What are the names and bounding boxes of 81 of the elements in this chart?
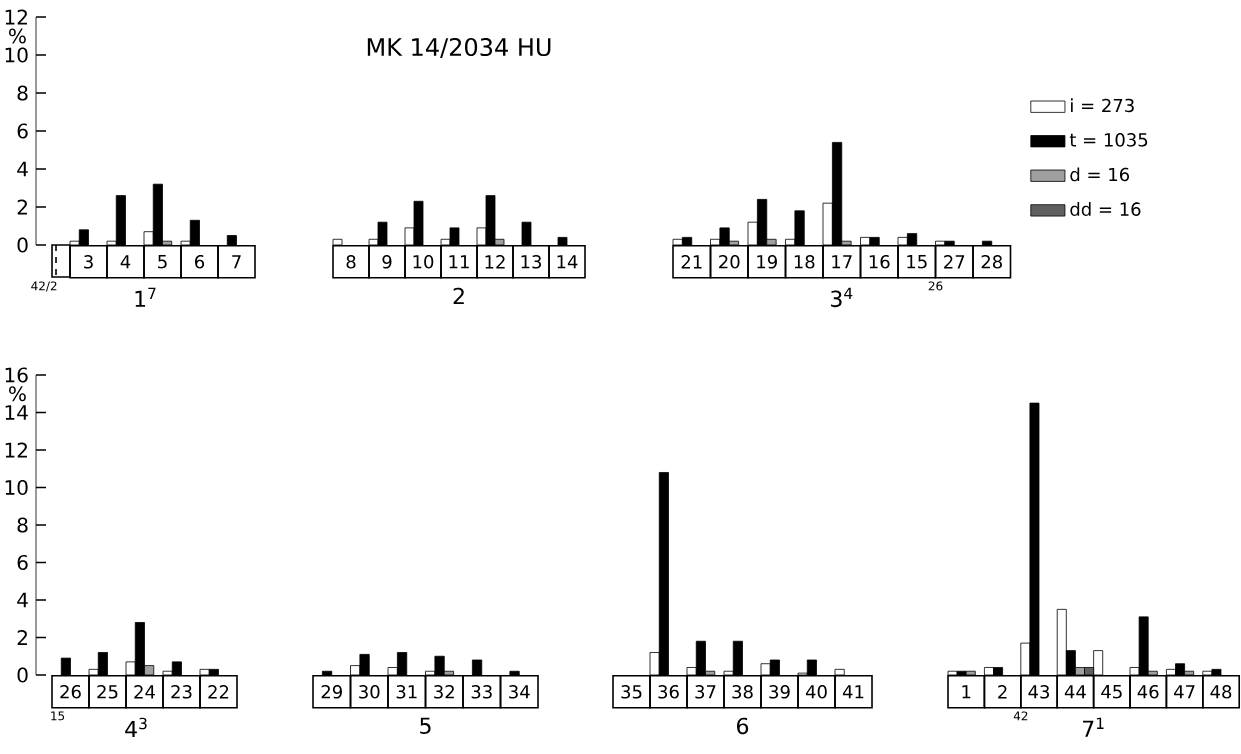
y-tick-label: 8	[17, 85, 28, 101]
legend-label: d = 16	[1070, 167, 1130, 182]
y-tick-label: 12	[5, 9, 27, 25]
x-tick-label: 47	[1174, 685, 1195, 699]
x-axis-title: 1$^{7}$	[135, 287, 156, 307]
x-tick-label: 27	[944, 255, 965, 269]
x-tick-label: 48	[1210, 684, 1232, 699]
y-axis-title: %	[9, 386, 26, 402]
legend-label: i = 273	[1071, 98, 1134, 113]
y-tick-label: 0	[17, 237, 28, 253]
y-tick-label: 6	[17, 554, 28, 571]
x-tick-label: 35	[621, 684, 642, 699]
x-tick-label: 37	[695, 684, 716, 699]
x-axis-title: 6	[737, 717, 749, 735]
x-tick-label: 13	[521, 254, 541, 269]
x-tick-label: 24	[134, 685, 155, 699]
x-tick-label: 38	[732, 684, 753, 699]
x-tick-label: 3	[84, 254, 93, 269]
y-axis-title: %	[9, 28, 26, 44]
x-tick-label: 15	[907, 255, 927, 269]
y-tick-label: 6	[17, 123, 28, 139]
x-tick-label: 25	[97, 684, 118, 699]
y-tick-label: 8	[17, 517, 28, 533]
x-tick-label: 34	[509, 684, 530, 699]
x-tick-label: 11	[449, 255, 469, 269]
x-axis-title: 4$^{3}$	[125, 717, 147, 738]
x-tick-label: 26	[60, 684, 81, 699]
x-tick-label: 43	[1028, 684, 1050, 699]
x-tick-label: 1	[962, 685, 971, 699]
x-tick-label: 44	[1064, 685, 1086, 699]
text: 42/2	[31, 281, 57, 292]
text: MK 14/2034 HU	[367, 37, 551, 59]
x-tick-label: 39	[769, 684, 790, 699]
x-tick-label: 6	[195, 254, 205, 269]
x-tick-label: 17	[832, 255, 852, 269]
x-tick-label: 46	[1137, 684, 1159, 699]
x-axis-title: 5	[420, 717, 431, 734]
y-tick-label: 2	[17, 630, 27, 645]
text: 42	[1013, 711, 1028, 721]
x-tick-label: 10	[413, 254, 434, 269]
x-tick-label: 40	[805, 684, 827, 699]
x-tick-label: 20	[719, 254, 740, 269]
x-tick-label: 30	[359, 684, 380, 699]
y-tick-label: 14	[5, 405, 28, 420]
x-tick-label: 7	[232, 255, 241, 269]
x-tick-label: 2	[998, 685, 1007, 699]
x-tick-label: 18	[794, 254, 815, 269]
y-tick-label: 10	[5, 47, 28, 63]
y-tick-label: 0	[17, 667, 28, 683]
y-tick-label: 2	[17, 199, 27, 215]
x-tick-label: 9	[382, 254, 392, 269]
x-tick-label: 14	[557, 255, 578, 269]
x-axis-title: 7$^{1}$	[1083, 717, 1104, 737]
text: 26	[928, 281, 943, 291]
x-tick-label: 41	[842, 685, 864, 699]
x-tick-label: 5	[158, 255, 167, 269]
x-axis-title: 2	[453, 287, 464, 304]
x-tick-label: 22	[208, 685, 229, 699]
x-tick-label: 16	[869, 254, 890, 269]
x-tick-label: 29	[321, 684, 342, 699]
y-tick-label: 10	[5, 479, 28, 496]
y-tick-label: 12	[5, 442, 27, 458]
x-tick-label: 21	[681, 255, 702, 269]
x-tick-label: 33	[471, 684, 492, 699]
x-tick-label: 45	[1101, 685, 1122, 699]
legend-label: dd = 16	[1070, 202, 1141, 216]
y-tick-label: 16	[5, 367, 28, 383]
y-tick-label: 4	[17, 592, 28, 608]
x-tick-label: 32	[434, 684, 454, 699]
y-tick-label: 4	[17, 161, 28, 177]
legend-label: t = 1035	[1069, 133, 1148, 147]
x-axis-title: 3$^{4}$	[831, 287, 853, 308]
x-tick-label: 8	[346, 254, 356, 269]
x-tick-label: 4	[120, 255, 131, 269]
x-tick-label: 36	[658, 684, 679, 699]
x-tick-label: 31	[396, 684, 417, 699]
x-tick-label: 12	[485, 255, 505, 269]
x-tick-label: 23	[171, 684, 192, 699]
x-tick-label: 19	[757, 254, 777, 269]
text: 15	[51, 711, 65, 721]
x-tick-label: 28	[981, 254, 1002, 269]
